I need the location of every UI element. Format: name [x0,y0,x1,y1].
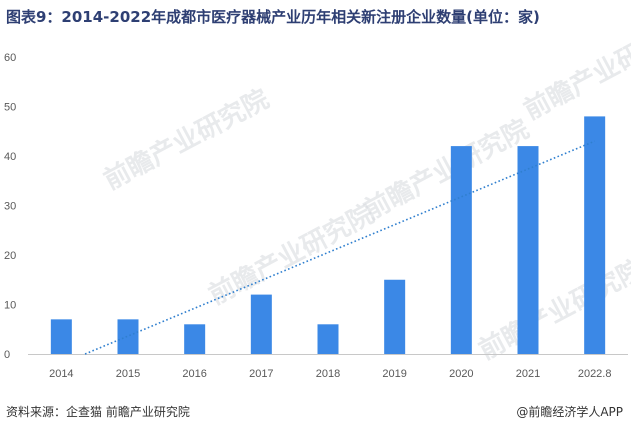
x-tick-label: 2020 [449,368,473,380]
x-tick-label: 2015 [116,368,140,380]
y-tick-label: 10 [4,300,16,312]
trend-line [84,140,595,355]
watermark-5: 前瞻产业研究院 [519,13,631,126]
y-tick-label: 40 [4,151,16,163]
brand-credit: @前瞻经济学人APP [516,405,623,419]
bar-2017 [250,294,272,354]
watermark-4: 前瞻产业研究院 [474,253,631,366]
y-tick-label: 20 [4,250,16,262]
y-tick-label: 0 [4,349,10,361]
y-tick-label: 30 [4,201,16,213]
source-note: 资料来源：企查猫 前瞻产业研究院 [6,405,190,419]
x-axis-tick-labels: 2014 2015 2016 2017 2018 2019 2020 2021 2022.8 [49,368,611,380]
bar-2021 [517,146,539,354]
x-tick-label: 2022.8 [578,368,612,380]
bar-2018 [317,324,339,354]
y-axis-tick-labels: 0 10 20 30 40 50 60 [4,52,16,361]
watermark-1: 前瞻产业研究院 [99,83,274,196]
x-tick-label: 2014 [49,368,73,380]
y-tick-label: 50 [4,102,16,114]
x-tick-label: 2017 [249,368,273,380]
bar-2015 [117,319,139,354]
bar-2016 [184,324,206,354]
bar-2020 [450,146,472,354]
bars-group [50,116,606,355]
bar-2014 [50,319,72,354]
x-tick-label: 2021 [516,368,540,380]
chart-title: 图表9：2014-2022年成都市医疗器械产业历年相关新注册企业数量(单位：家) [6,8,540,26]
x-tick-label: 2019 [382,368,406,380]
x-tick-label: 2018 [316,368,340,380]
watermark-2: 前瞻产业研究院 [359,113,534,226]
y-tick-label: 60 [4,52,16,64]
bar-2022.8 [584,116,606,355]
bar-2019 [384,279,406,354]
x-tick-label: 2016 [182,368,206,380]
